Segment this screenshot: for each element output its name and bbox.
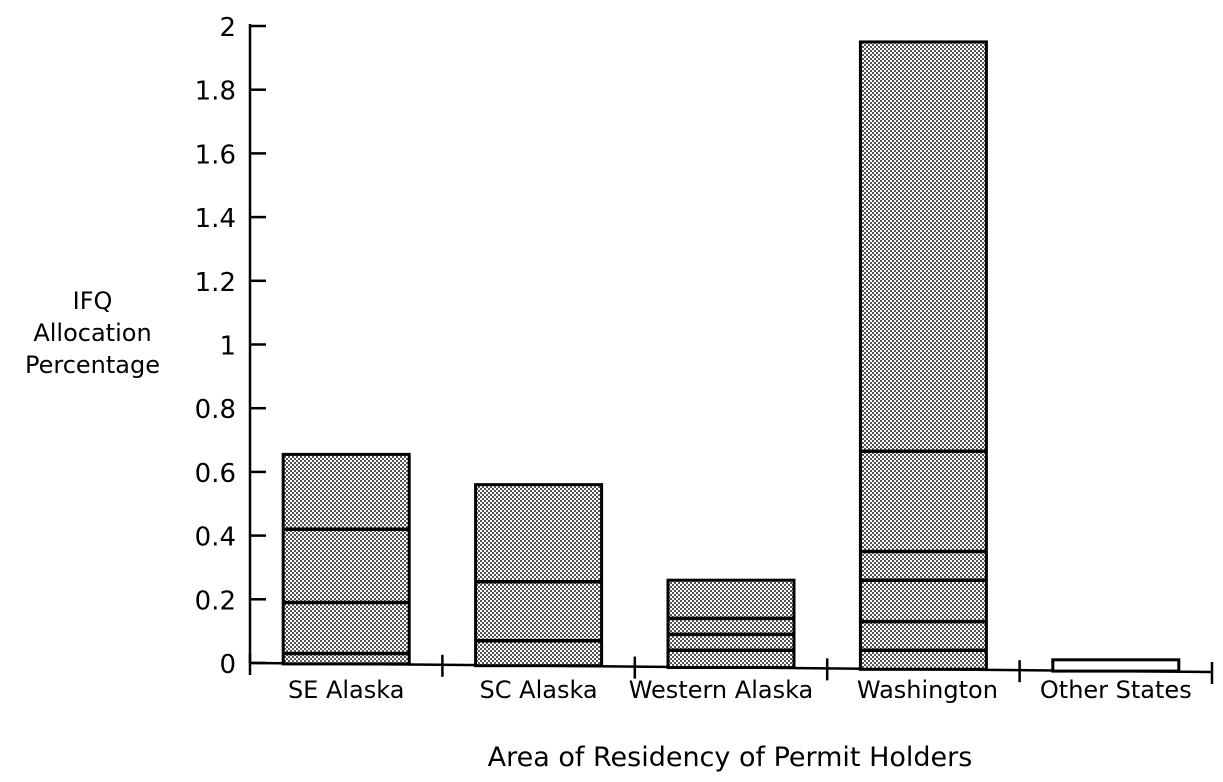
x-tick-label: Other States bbox=[1040, 676, 1192, 704]
bar bbox=[666, 578, 796, 669]
y-tick-label: 1.2 bbox=[195, 268, 236, 298]
x-tick-label: SC Alaska bbox=[480, 676, 598, 704]
y-tick-label: 1 bbox=[219, 332, 236, 362]
y-tick-label: 0.8 bbox=[195, 395, 236, 425]
bar-washington bbox=[858, 40, 988, 671]
y-tick-label: 0.6 bbox=[195, 459, 236, 489]
x-tick-labels: SE Alaska SC Alaska Western Alaska Washingt… bbox=[288, 676, 1192, 704]
y-axis-label-line: IFQ bbox=[72, 287, 113, 315]
y-tick-label: 0.2 bbox=[195, 586, 236, 616]
y-tick-label: 0.4 bbox=[195, 523, 236, 553]
x-tick-label: SE Alaska bbox=[288, 676, 405, 704]
bar-se-alaska bbox=[281, 452, 411, 666]
y-tick-label: 2 bbox=[219, 13, 236, 43]
x-axis-label: Area of Residency of Permit Holders bbox=[487, 742, 973, 773]
x-tick-label: Western Alaska bbox=[629, 676, 814, 704]
y-tick-label: 0 bbox=[219, 650, 236, 680]
bar bbox=[281, 452, 411, 666]
bar-other-states bbox=[1051, 658, 1181, 673]
bar bbox=[474, 483, 604, 668]
y-tick-label: 1.6 bbox=[195, 140, 236, 170]
bar bbox=[858, 40, 988, 671]
y-axis-label-line: Percentage bbox=[24, 351, 160, 379]
bar-sc-alaska bbox=[474, 483, 604, 668]
bar-western-alaska bbox=[666, 578, 796, 669]
x-tick-label: Washington bbox=[857, 676, 998, 704]
y-tick-label: 1.4 bbox=[195, 204, 236, 234]
bars bbox=[281, 40, 1181, 673]
y-axis-label-line: Allocation bbox=[33, 319, 152, 347]
y-axis-label: IFQ Allocation Percentage bbox=[0, 285, 185, 381]
y-tick-label: 1.8 bbox=[195, 77, 236, 107]
bar bbox=[1051, 658, 1181, 673]
y-tick-labels: 0 0.2 0.4 0.6 0.8 1 1.2 1.4 1.6 1.8 2 bbox=[195, 13, 236, 680]
